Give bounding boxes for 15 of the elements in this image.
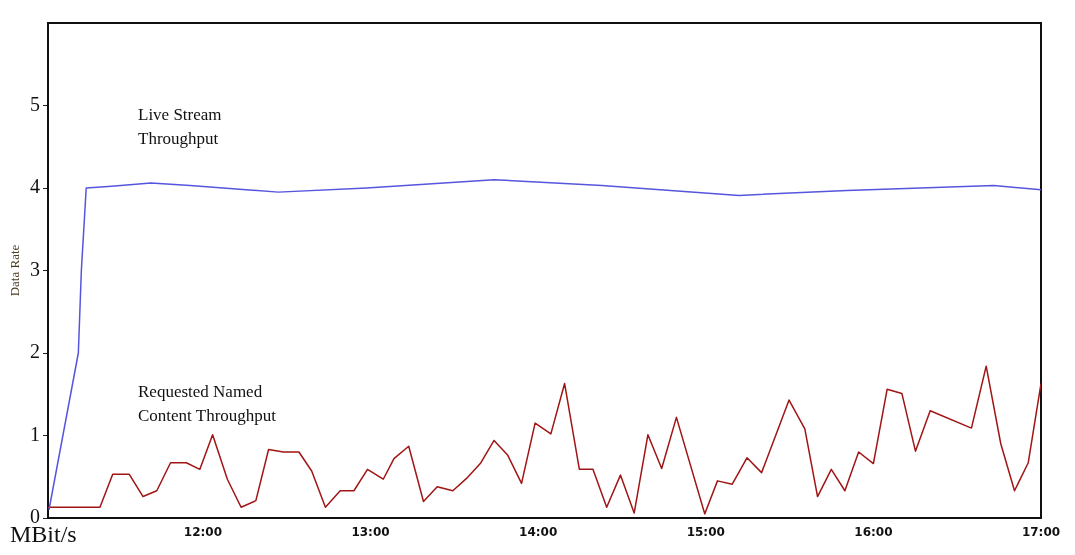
x-tick-label: 14:00 bbox=[519, 525, 558, 540]
y-tick-label: 4 bbox=[30, 175, 40, 198]
y-tick-label: 3 bbox=[30, 257, 40, 280]
text: Live Stream Throughput bbox=[138, 105, 222, 149]
y-tick-label: 5 bbox=[30, 92, 40, 115]
y-axis-title: Data Rate bbox=[7, 244, 23, 297]
x-tick-label: 15:00 bbox=[686, 525, 725, 540]
y-tick-label: 0 bbox=[30, 505, 40, 528]
series-label: Requested Named Content Throughput bbox=[138, 382, 277, 426]
x-tick-label: 12:00 bbox=[183, 525, 222, 540]
x-tick-label: 16:00 bbox=[854, 525, 893, 540]
x-tick-label: 17:00 bbox=[1021, 525, 1061, 540]
y-tick-label: 2 bbox=[30, 340, 40, 363]
y-tick-label: 1 bbox=[30, 422, 40, 445]
x-tick-label: 13:00 bbox=[351, 525, 390, 540]
